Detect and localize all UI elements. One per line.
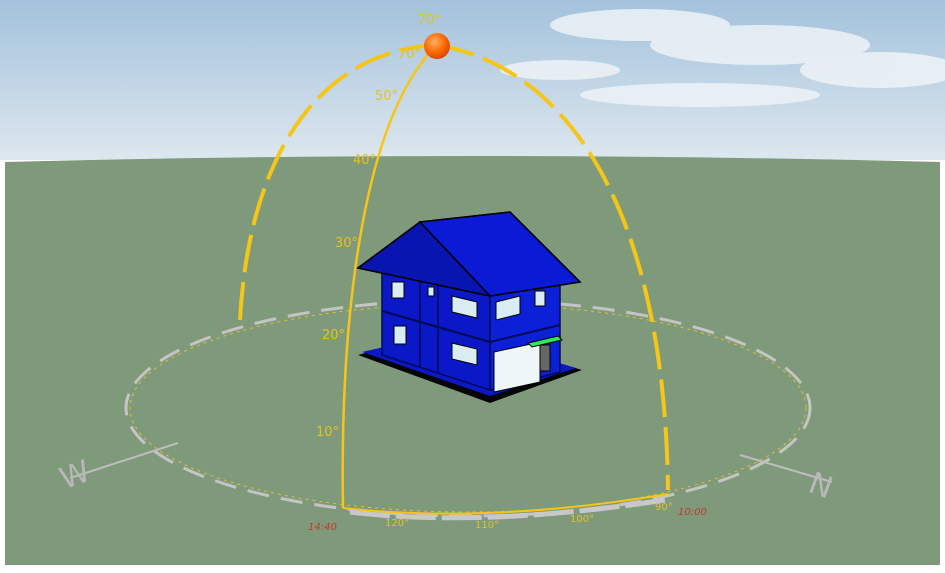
elevation-meridian [341, 44, 438, 509]
azimuth-label-120: 120° [385, 518, 409, 529]
elevation-label-50: 50° [375, 89, 398, 104]
compass-axis-east [739, 454, 833, 483]
sun-path-right [436, 43, 670, 491]
elevation-label-40: 40° [353, 153, 376, 168]
sun-icon[interactable] [424, 33, 450, 59]
elevation-label-20: 20° [322, 328, 345, 343]
house-model-icon[interactable] [356, 211, 582, 403]
elevation-label-10: 10° [316, 425, 339, 440]
meridian-base-grey [349, 497, 666, 521]
azimuth-label-100: 100° [570, 514, 594, 525]
azimuth-label-90: 90° [655, 502, 673, 513]
elevation-label-70b: 70° [418, 13, 441, 28]
sun-path-left [238, 43, 438, 321]
time-label-sunrise: 14:40 [308, 522, 337, 533]
bottom-strip [0, 565, 945, 573]
compass-axis-west [69, 442, 179, 479]
azimuth-label-110: 110° [475, 520, 499, 531]
sky [0, 0, 945, 160]
elevation-label-30: 30° [335, 236, 358, 251]
meridian-tick-base [342, 493, 669, 515]
time-label-sunset: 10:00 [678, 507, 707, 518]
clouds [500, 9, 945, 107]
elevation-label-70a: 70° [398, 47, 421, 62]
